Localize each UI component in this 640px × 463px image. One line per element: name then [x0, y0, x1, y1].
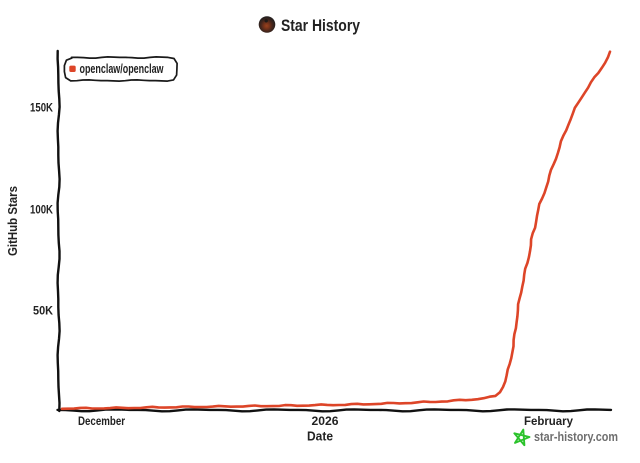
svg-text:100K: 100K — [30, 203, 53, 217]
svg-text:Date: Date — [307, 429, 333, 444]
svg-text:Star History: Star History — [281, 16, 360, 35]
svg-text:150K: 150K — [30, 101, 53, 115]
svg-text:openclaw/openclaw: openclaw/openclaw — [80, 62, 164, 76]
svg-text:star-history.com: star-history.com — [534, 429, 618, 444]
svg-text:February: February — [524, 414, 573, 428]
svg-text:2026: 2026 — [312, 414, 339, 428]
svg-text:50K: 50K — [33, 304, 53, 318]
svg-text:GitHub Stars: GitHub Stars — [5, 186, 20, 256]
svg-text:December: December — [78, 414, 125, 428]
